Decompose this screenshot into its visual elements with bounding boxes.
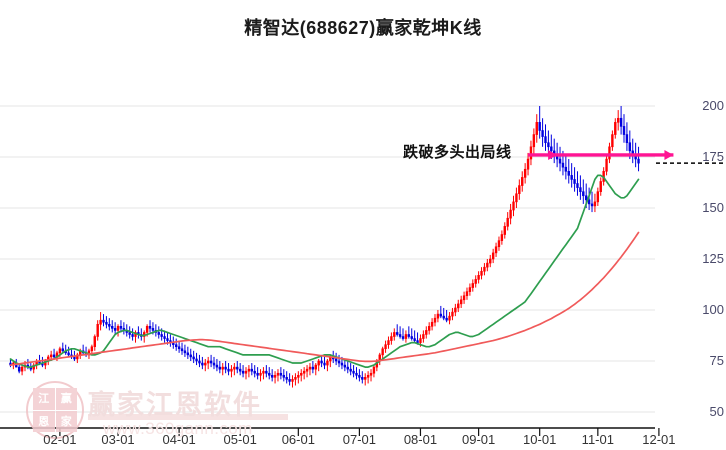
x-axis-tick: 12-01 [642,432,676,447]
chart-plot-area [0,60,726,436]
candles [9,106,640,388]
y-axis-tick: 50 [709,404,724,419]
x-axis-tick: 08-01 [403,432,438,447]
y-axis-tick: 125 [702,251,724,266]
y-axis-tick: 175 [702,149,724,164]
x-axis-tick: 04-01 [162,432,196,447]
axis-lines [0,162,726,436]
x-axis-tick: 06-01 [281,432,315,447]
y-axis-tick: 75 [709,353,724,368]
x-axis-tick: 10-01 [523,432,557,447]
x-axis-tick: 11-01 [581,432,614,447]
x-axis-tick: 03-01 [101,432,135,447]
gridlines [0,105,655,413]
page-title: 精智达(688627)赢家乾坤K线 [244,18,482,38]
moving-average-lines [9,174,640,368]
y-axis-tick: 100 [702,302,724,317]
x-axis-tick: 07-01 [342,432,377,447]
x-axis-tick: 05-01 [223,432,257,447]
annotation-arrow [528,149,674,160]
x-axis-tick: 02-01 [43,432,77,447]
breakout-annotation-label: 跌破多头出局线 [403,144,512,161]
y-axis-tick: 150 [702,200,724,215]
y-axis-tick: 200 [702,98,724,113]
candlestick-svg [0,105,726,436]
x-axis-tick: 09-01 [461,432,496,447]
